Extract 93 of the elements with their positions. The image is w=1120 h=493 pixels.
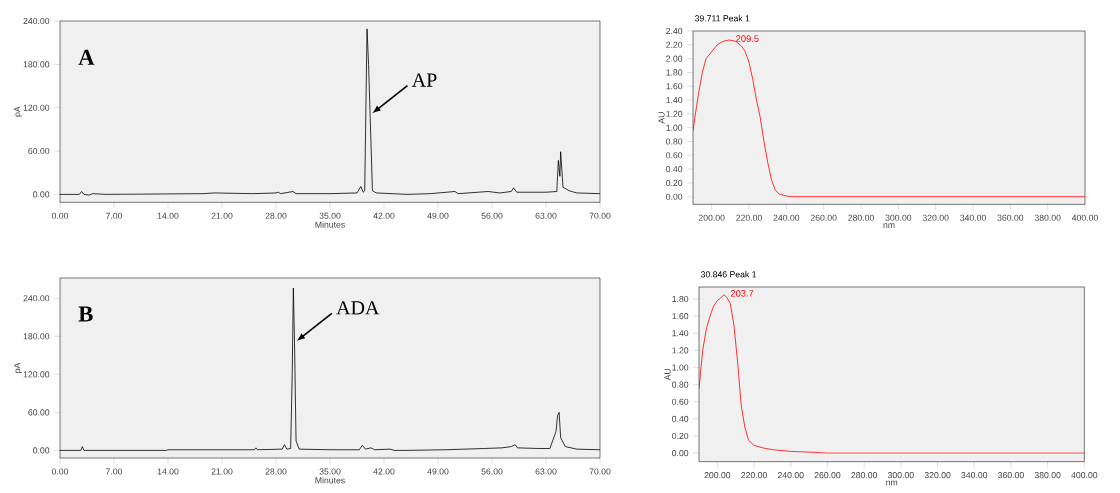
y-tick-label: 180.00 bbox=[23, 61, 50, 68]
x-tick-label: 300.00 bbox=[887, 472, 914, 479]
annotation: AP bbox=[411, 73, 437, 87]
y-tick-label: 60.00 bbox=[28, 147, 50, 155]
x-tick-label: 56.00 bbox=[481, 212, 503, 219]
x-tick-label: 340.00 bbox=[961, 472, 988, 479]
y-tick-label: 1.80 bbox=[666, 69, 683, 76]
x-tick-label: 7.00 bbox=[106, 468, 123, 475]
y-tick-label: 0.20 bbox=[672, 432, 689, 440]
x-tick-label: 320.00 bbox=[924, 472, 951, 479]
y-tick-label: 1.00 bbox=[672, 364, 689, 371]
y-tick-label: 0.00 bbox=[33, 447, 50, 454]
y-tick-label: 180.00 bbox=[23, 333, 50, 340]
x-axis-title: Minutes bbox=[315, 477, 345, 484]
y-tick-label: 1.80 bbox=[672, 295, 689, 303]
y-tick-label: 0.20 bbox=[666, 179, 683, 186]
x-axis-title: Minutes bbox=[315, 221, 345, 228]
y-tick-label: 120.00 bbox=[23, 371, 50, 378]
y-tick-label: 2.20 bbox=[666, 41, 683, 48]
x-tick-label: 21.00 bbox=[211, 468, 233, 475]
y-tick-label: 0.60 bbox=[672, 398, 689, 405]
x-tick-label: 200.00 bbox=[704, 472, 731, 479]
y-tick-label: 0.00 bbox=[666, 193, 683, 200]
x-tick-label: 320.00 bbox=[922, 214, 949, 221]
y-tick-label: 2.40 bbox=[666, 27, 683, 35]
x-tick-label: 63.00 bbox=[535, 468, 557, 475]
x-tick-label: 0.00 bbox=[51, 212, 69, 219]
y-tick-label: 120.00 bbox=[23, 104, 50, 111]
x-tick-label: 400.00 bbox=[1071, 214, 1098, 221]
x-tick-label: 220.00 bbox=[736, 214, 762, 221]
y-tick-label: 0.80 bbox=[672, 381, 689, 388]
y-tick-label: 0.40 bbox=[672, 415, 689, 422]
x-tick-label: 280.00 bbox=[848, 214, 874, 221]
x-tick-label: 14.00 bbox=[157, 212, 179, 219]
y-axis-title: AU bbox=[664, 368, 671, 381]
y-tick-label: 240.00 bbox=[23, 17, 50, 25]
x-tick-label: 220.00 bbox=[741, 472, 767, 479]
y-axis-title: AU bbox=[658, 112, 665, 124]
x-tick-label: 49.00 bbox=[427, 212, 449, 219]
x-tick-label: 260.00 bbox=[814, 472, 841, 479]
x-tick-label: 400.00 bbox=[1071, 472, 1098, 479]
x-tick-label: 380.00 bbox=[1034, 214, 1061, 221]
x-tick-label: 28.00 bbox=[265, 212, 287, 219]
x-tick-label: 240.00 bbox=[773, 214, 800, 221]
x-tick-label: 56.00 bbox=[481, 468, 503, 475]
y-tick-label: 1.20 bbox=[666, 110, 683, 117]
y-tick-label: 0.60 bbox=[666, 152, 683, 159]
y-tick-label: 0.80 bbox=[666, 138, 683, 145]
y-tick-label: 0.00 bbox=[672, 450, 689, 457]
annotation: ADA bbox=[336, 301, 380, 315]
annotation: 209.5 bbox=[736, 35, 759, 42]
y-tick-label: 1.40 bbox=[672, 330, 689, 337]
x-tick-label: 300.00 bbox=[885, 214, 912, 221]
x-tick-label: 360.00 bbox=[998, 472, 1024, 479]
y-tick-label: 1.00 bbox=[666, 124, 683, 131]
x-tick-label: 240.00 bbox=[777, 472, 804, 479]
x-tick-label: 200.00 bbox=[698, 214, 725, 221]
y-tick-label: 0.40 bbox=[666, 166, 683, 173]
y-tick-label: 0.00 bbox=[33, 191, 50, 198]
x-tick-label: 14.00 bbox=[157, 468, 179, 475]
x-tick-label: 49.00 bbox=[427, 468, 449, 475]
x-tick-label: 70.00 bbox=[589, 212, 611, 219]
x-tick-label: 70.00 bbox=[589, 468, 611, 475]
x-tick-label: 280.00 bbox=[851, 472, 878, 479]
y-axis-title: pA bbox=[14, 106, 22, 117]
x-tick-label: 42.00 bbox=[373, 212, 395, 219]
y-tick-label: 240.00 bbox=[23, 295, 50, 302]
y-tick-label: 1.60 bbox=[666, 83, 683, 90]
x-tick-label: 63.00 bbox=[535, 212, 557, 219]
x-tick-label: 340.00 bbox=[960, 214, 986, 221]
chart-title: 30.846 Peak 1 bbox=[700, 271, 757, 278]
y-tick-label: 1.20 bbox=[672, 347, 689, 354]
y-axis-title: pA bbox=[14, 362, 22, 373]
x-axis-title: nm bbox=[883, 223, 895, 229]
x-tick-label: 42.00 bbox=[373, 468, 395, 475]
x-tick-label: 0.00 bbox=[51, 468, 69, 475]
annotation: B bbox=[78, 306, 93, 322]
x-tick-label: 35.00 bbox=[319, 468, 341, 475]
x-axis-title: nm bbox=[886, 480, 898, 486]
y-tick-label: 60.00 bbox=[28, 409, 50, 416]
x-tick-label: 7.00 bbox=[106, 212, 123, 219]
x-tick-label: 260.00 bbox=[810, 214, 837, 221]
annotation: 203.7 bbox=[730, 290, 754, 297]
chart-title: 39.711 Peak 1 bbox=[694, 15, 750, 22]
y-tick-label: 2.00 bbox=[666, 55, 683, 62]
y-tick-label: 1.40 bbox=[666, 96, 683, 104]
x-tick-label: 35.00 bbox=[319, 212, 341, 219]
y-tick-label: 1.60 bbox=[672, 313, 689, 320]
x-tick-label: 380.00 bbox=[1034, 472, 1061, 479]
annotation: A bbox=[78, 49, 95, 65]
x-tick-label: 360.00 bbox=[997, 214, 1024, 221]
x-tick-label: 28.00 bbox=[265, 468, 287, 475]
x-tick-label: 21.00 bbox=[211, 212, 233, 219]
